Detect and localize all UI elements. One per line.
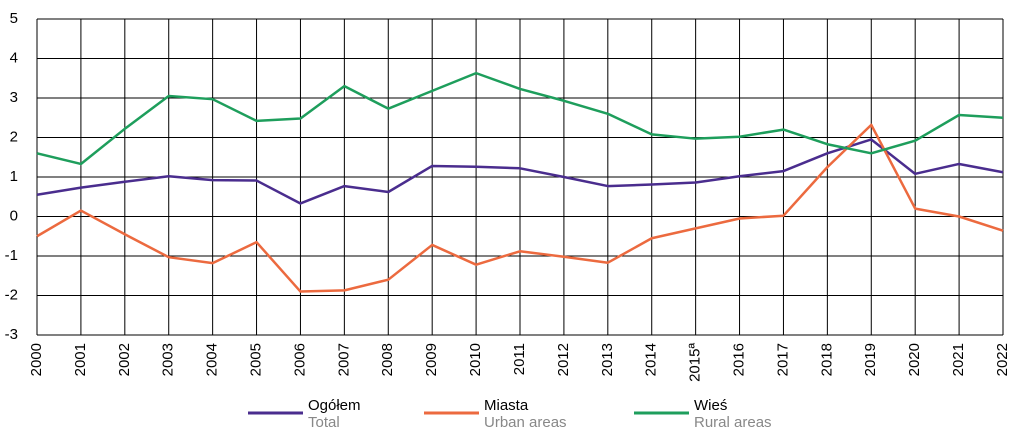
x-tick-label: 2009 bbox=[423, 343, 440, 376]
x-tick-label: 2014 bbox=[643, 343, 660, 376]
x-tick-label: 2010 bbox=[467, 343, 484, 376]
x-tick-label: 2019 bbox=[862, 343, 879, 376]
y-tick-label: 3 bbox=[10, 89, 18, 106]
y-tick-label: 2 bbox=[10, 128, 18, 145]
legend-sublabel: Total bbox=[308, 414, 340, 431]
y-tick-label: 4 bbox=[10, 49, 18, 66]
series-line bbox=[36, 71, 1004, 166]
x-tick-label: 2020 bbox=[906, 343, 923, 376]
y-tick-label: 1 bbox=[10, 168, 18, 185]
x-tick-label: 2000 bbox=[28, 343, 45, 376]
x-tick-label: 2018 bbox=[818, 343, 835, 376]
legend-sublabel: Urban areas bbox=[484, 414, 567, 431]
x-tick-label: 2005 bbox=[248, 343, 265, 376]
x-tick-label: 2001 bbox=[72, 343, 89, 376]
x-tick-label: 2015ª bbox=[687, 343, 704, 382]
y-tick-label: -1 bbox=[5, 247, 18, 264]
x-tick-label: 2007 bbox=[335, 343, 352, 376]
x-tick-label: 2011 bbox=[511, 343, 528, 375]
x-tick-label: 2003 bbox=[160, 343, 177, 376]
y-tick-label: -2 bbox=[5, 286, 18, 303]
x-tick-label: 2004 bbox=[204, 343, 221, 376]
y-tick-label: -3 bbox=[5, 326, 18, 343]
x-tick-label: 2013 bbox=[599, 343, 616, 376]
legend-label: Ogółem bbox=[308, 397, 361, 414]
x-tick-label: 2016 bbox=[731, 343, 748, 376]
x-tick-label: 2008 bbox=[379, 343, 396, 376]
legend-label: Wieś bbox=[694, 397, 727, 414]
x-tick-label: 2021 bbox=[950, 343, 967, 376]
series-line bbox=[36, 138, 1004, 205]
x-tick-label: 2006 bbox=[291, 343, 308, 376]
x-tick-label: 2022 bbox=[994, 343, 1011, 376]
x-tick-label: 2002 bbox=[116, 343, 133, 376]
x-tick-label: 2012 bbox=[555, 343, 572, 376]
legend-sublabel: Rural areas bbox=[694, 414, 772, 431]
y-tick-label: 0 bbox=[10, 207, 18, 224]
y-tick-label: 5 bbox=[10, 10, 18, 27]
x-tick-label: 2017 bbox=[774, 343, 791, 376]
legend-label: Miasta bbox=[484, 397, 529, 414]
series-line bbox=[36, 123, 1004, 293]
